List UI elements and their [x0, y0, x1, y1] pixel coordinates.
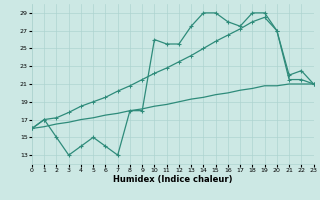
X-axis label: Humidex (Indice chaleur): Humidex (Indice chaleur) [113, 175, 233, 184]
